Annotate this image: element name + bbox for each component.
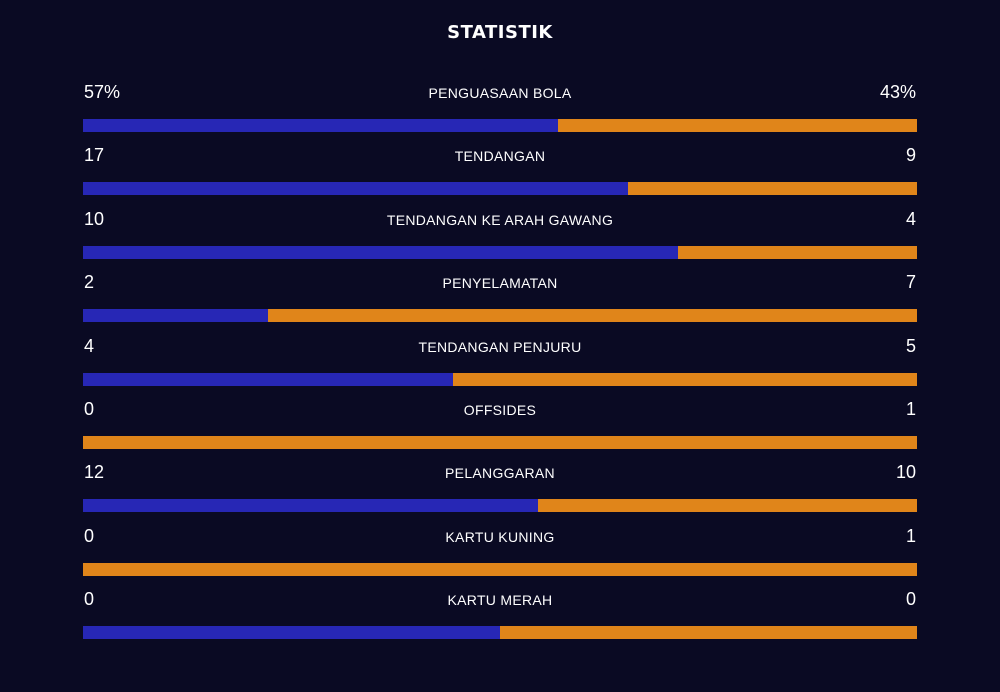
away-bar-fill (628, 182, 917, 196)
stat-label: OFFSIDES (463, 401, 537, 418)
away-value: 43% (879, 82, 916, 102)
home-value: 0 (84, 398, 95, 419)
comparison-bar (83, 499, 917, 513)
stat-row-shots: 17 TENDANGAN 9 (83, 139, 917, 202)
home-bar-fill (83, 626, 500, 640)
home-value: 0 (84, 525, 95, 546)
stat-label: KARTU KUNING (445, 528, 555, 545)
stat-row-corners: 4 TENDANGAN PENJURU 5 (83, 330, 917, 393)
stat-label: TENDANGAN (454, 148, 546, 165)
away-value: 4 (905, 208, 916, 229)
comparison-bar (83, 562, 917, 576)
away-value: 10 (895, 462, 916, 483)
stat-row-possession: 57% PENGUASAAN BOLA 43% (83, 76, 917, 139)
away-value: 1 (905, 398, 916, 419)
comparison-bar (83, 372, 917, 386)
comparison-bar (83, 182, 917, 196)
away-value: 0 (905, 589, 916, 610)
home-value: 12 (84, 462, 105, 483)
away-bar-fill (83, 562, 917, 576)
stats-list: 57% PENGUASAAN BOLA 43% 17 TENDANGAN 9 1… (83, 76, 917, 647)
stat-row-yellow-cards: 0 KARTU KUNING 1 (83, 520, 917, 583)
stat-row-shots-on-target: 10 TENDANGAN KE ARAH GAWANG 4 (83, 203, 917, 266)
away-bar-fill (453, 372, 917, 386)
home-bar-fill (83, 182, 629, 196)
away-value: 1 (905, 525, 916, 546)
away-bar-fill (678, 245, 917, 259)
comparison-bar (83, 119, 917, 132)
statistics-title: STATISTIK (447, 22, 553, 43)
stat-label: PENGUASAAN BOLA (428, 85, 572, 101)
home-value: 10 (84, 208, 105, 229)
comparison-bar (83, 626, 917, 640)
home-value: 0 (84, 589, 95, 610)
home-value: 2 (84, 272, 95, 293)
stat-label: TENDANGAN KE ARAH GAWANG (386, 211, 614, 228)
away-bar-fill (83, 435, 917, 449)
stat-row-red-cards: 0 KARTU MERAH 0 (83, 583, 917, 646)
home-value: 4 (84, 335, 95, 356)
stat-label: TENDANGAN PENJURU (418, 338, 582, 355)
stat-label: KARTU MERAH (447, 592, 553, 609)
away-value: 5 (905, 335, 916, 356)
stat-row-fouls: 12 PELANGGARAN 10 (83, 456, 917, 519)
comparison-bar (83, 309, 917, 323)
comparison-bar (83, 245, 917, 259)
home-bar-fill (83, 245, 679, 259)
stat-label: PELANGGARAN (445, 465, 555, 482)
stat-row-offsides: 0 OFFSIDES 1 (83, 393, 917, 456)
home-bar-fill (83, 372, 454, 386)
away-bar-fill (268, 309, 917, 323)
comparison-bar (83, 435, 917, 449)
home-bar-fill (83, 119, 559, 132)
away-bar-fill (537, 499, 917, 513)
away-bar-fill (558, 119, 917, 132)
away-value: 9 (905, 145, 916, 166)
stat-label: PENYELAMATAN (442, 275, 558, 292)
home-value: 57% (84, 82, 121, 102)
home-value: 17 (84, 145, 105, 166)
away-bar-fill (500, 626, 917, 640)
home-bar-fill (83, 309, 269, 323)
stat-row-saves: 2 PENYELAMATAN 7 (83, 266, 917, 329)
home-bar-fill (83, 499, 538, 513)
away-value: 7 (905, 272, 916, 293)
